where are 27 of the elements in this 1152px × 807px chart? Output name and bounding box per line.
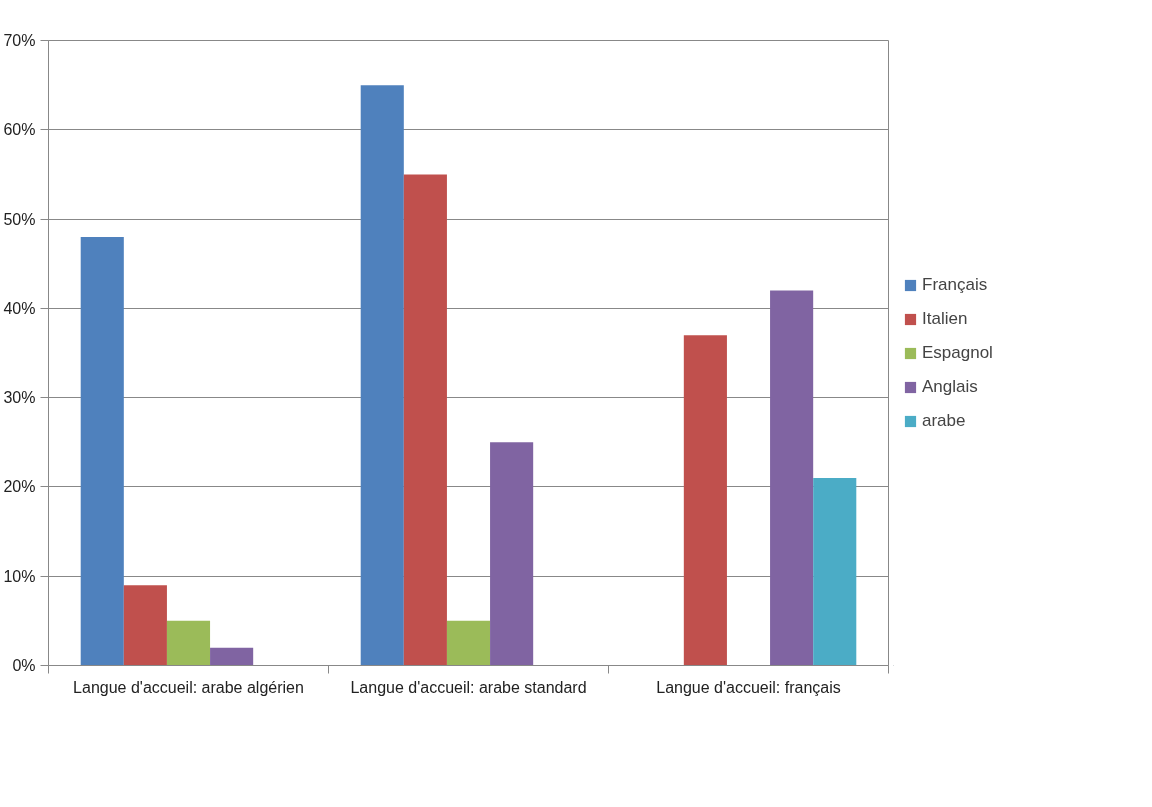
y-tick-label: 40% <box>3 299 36 317</box>
bar <box>403 174 447 666</box>
x-tick-label: Langue d'accueil: arabe standard <box>350 678 587 696</box>
legend-label: Italien <box>922 308 968 329</box>
bar <box>446 620 491 666</box>
bar <box>360 85 404 666</box>
bar <box>490 442 534 666</box>
bar <box>813 478 857 666</box>
bar <box>123 585 167 666</box>
bar <box>166 620 211 666</box>
bar <box>683 335 727 666</box>
bar <box>770 290 814 666</box>
legend-label: Espagnol <box>922 342 993 363</box>
y-tick-label: 20% <box>3 478 36 496</box>
y-tick-label: 30% <box>3 389 36 407</box>
y-tick-label: 10% <box>3 567 36 585</box>
y-tick-label: 0% <box>12 657 36 674</box>
y-tick-label: 70% <box>3 32 36 49</box>
y-tick-label: 50% <box>3 210 36 228</box>
bar <box>210 647 254 666</box>
x-tick-label: Langue d'accueil: français <box>656 678 841 696</box>
bar <box>80 236 124 666</box>
x-tick-label: Langue d'accueil: arabe algérien <box>73 678 304 696</box>
legend-label: Français <box>922 274 988 295</box>
legend-label: arabe <box>922 410 966 431</box>
y-tick-label: 60% <box>3 121 36 139</box>
legend-label: Anglais <box>922 376 978 397</box>
